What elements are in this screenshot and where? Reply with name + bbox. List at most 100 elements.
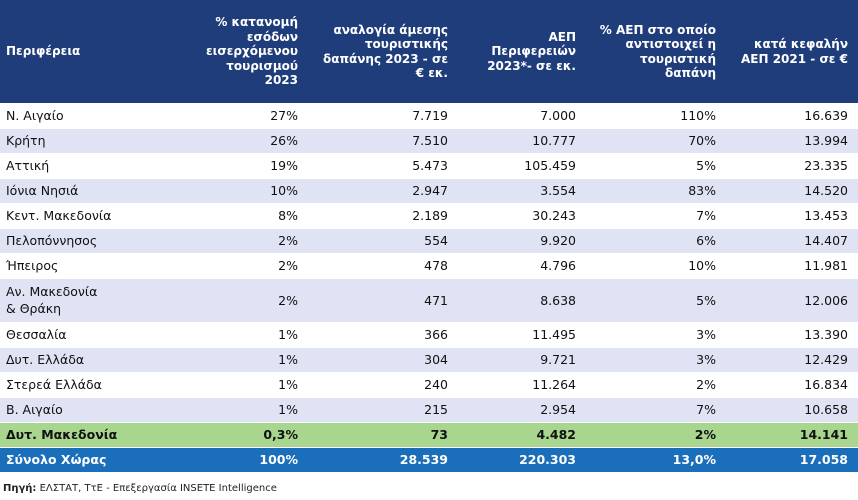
source-text: ΕΛΣΤΑΤ, ΤτΕ - Επεξεργασία INSETE Intelli… (36, 483, 277, 494)
cell-tourism-spend: 2.947 (308, 178, 458, 204)
cell-tourism-spend: 240 (308, 372, 458, 398)
cell-revenue-share: 2% (185, 253, 308, 279)
cell-tourism-spend: 28.539 (308, 447, 458, 473)
cell-gdp-per-capita: 14.407 (726, 228, 858, 254)
cell-gdp-percent: 2% (586, 372, 726, 398)
cell-regional-gdp: 7.000 (458, 103, 586, 129)
table-row: Ήπειρος 2% 478 4.796 10% 11.981 (0, 253, 858, 279)
header-tourism-spend: αναλογία άμεσης τουριστικής δαπάνης 2023… (308, 0, 458, 103)
cell-gdp-percent: 83% (586, 178, 726, 204)
region-name-line: Θεσσαλία (6, 327, 67, 342)
cell-region: Κρήτη (0, 128, 185, 154)
cell-gdp-per-capita: 12.429 (726, 347, 858, 373)
cell-gdp-per-capita: 12.006 (726, 278, 858, 323)
cell-gdp-percent: 7% (586, 203, 726, 229)
cell-revenue-share: 27% (185, 103, 308, 129)
region-name-line: Αττική (6, 158, 50, 173)
cell-revenue-share: 2% (185, 228, 308, 254)
table-row: Αν. Μακεδονία & Θράκη 2% 471 8.638 5% 12.006 (0, 278, 858, 323)
cell-tourism-spend: 7.510 (308, 128, 458, 154)
cell-tourism-spend: 554 (308, 228, 458, 254)
table-row: Αττική 19% 5.473 105.459 5% 23.335 (0, 153, 858, 179)
cell-regional-gdp: 2.954 (458, 397, 586, 423)
cell-gdp-per-capita: 11.981 (726, 253, 858, 279)
cell-regional-gdp: 10.777 (458, 128, 586, 154)
table-body: Ν. Αιγαίο 27% 7.719 7.000 110% 16.639 Κρήτη 26%… (0, 103, 858, 473)
cell-revenue-share: 0,3% (185, 422, 308, 448)
region-name-line: Σύνολο Χώρας (6, 452, 107, 467)
region-name-line: Στερεά Ελλάδα (6, 377, 102, 392)
region-name-line: Δυτ. Ελλάδα (6, 352, 85, 367)
cell-region: Δυτ. Ελλάδα (0, 347, 185, 373)
region-name-line: Β. Αιγαίο (6, 402, 63, 417)
cell-gdp-per-capita: 16.639 (726, 103, 858, 129)
cell-revenue-share: 100% (185, 447, 308, 473)
cell-tourism-spend: 5.473 (308, 153, 458, 179)
cell-revenue-share: 1% (185, 347, 308, 373)
cell-gdp-percent: 13,0% (586, 447, 726, 473)
table-row: Κρήτη 26% 7.510 10.777 70% 13.994 (0, 128, 858, 154)
cell-region: Δυτ. Μακεδονία (0, 422, 185, 448)
cell-region: Ιόνια Νησιά (0, 178, 185, 204)
cell-regional-gdp: 220.303 (458, 447, 586, 473)
cell-region: Στερεά Ελλάδα (0, 372, 185, 398)
header-gdp-per-capita: κατά κεφαλήν ΑΕΠ 2021 - σε € (726, 0, 858, 103)
cell-gdp-percent: 110% (586, 103, 726, 129)
cell-gdp-per-capita: 14.520 (726, 178, 858, 204)
cell-regional-gdp: 105.459 (458, 153, 586, 179)
cell-gdp-per-capita: 13.994 (726, 128, 858, 154)
region-name-line: Κρήτη (6, 133, 46, 148)
cell-tourism-spend: 73 (308, 422, 458, 448)
cell-region: Θεσσαλία (0, 322, 185, 348)
cell-revenue-share: 1% (185, 397, 308, 423)
cell-regional-gdp: 4.796 (458, 253, 586, 279)
cell-tourism-spend: 215 (308, 397, 458, 423)
header-region: Περιφέρεια (0, 0, 185, 103)
source-note: Πηγή: ΕΛΣΤΑΤ, ΤτΕ - Επεξεργασία INSETE I… (3, 483, 277, 494)
cell-gdp-per-capita: 14.141 (726, 422, 858, 448)
region-name-line: Ν. Αιγαίο (6, 107, 64, 123)
cell-gdp-per-capita: 16.834 (726, 372, 858, 398)
cell-region: Β. Αιγαίο (0, 397, 185, 423)
cell-region: Κεντ. Μακεδονία (0, 203, 185, 229)
cell-regional-gdp: 4.482 (458, 422, 586, 448)
source-label: Πηγή: (3, 483, 37, 494)
cell-tourism-spend: 7.719 (308, 103, 458, 129)
cell-gdp-per-capita: 10.658 (726, 397, 858, 423)
tourism-gdp-table: Περιφέρεια % κατανομή εσόδων εισερχόμενο… (0, 0, 858, 473)
cell-regional-gdp: 11.264 (458, 372, 586, 398)
cell-tourism-spend: 304 (308, 347, 458, 373)
table-row: Ιόνια Νησιά 10% 2.947 3.554 83% 14.520 (0, 178, 858, 204)
table-row: Θεσσαλία 1% 366 11.495 3% 13.390 (0, 322, 858, 348)
cell-gdp-per-capita: 17.058 (726, 447, 858, 473)
table-row: Πελοπόννησος 2% 554 9.920 6% 14.407 (0, 228, 858, 254)
cell-regional-gdp: 30.243 (458, 203, 586, 229)
cell-region: Ν. Αιγαίο (0, 103, 185, 129)
header-gdp-percent: % ΑΕΠ στο οποίο αντιστοιχεί η τουριστική… (586, 0, 726, 103)
cell-regional-gdp: 3.554 (458, 178, 586, 204)
cell-gdp-percent: 10% (586, 253, 726, 279)
total-row: Σύνολο Χώρας 100% 28.539 220.303 13,0% 17.058 (0, 447, 858, 473)
cell-revenue-share: 8% (185, 203, 308, 229)
cell-gdp-per-capita: 13.390 (726, 322, 858, 348)
cell-revenue-share: 2% (185, 278, 308, 323)
region-name-line: & Θράκη (6, 301, 62, 316)
cell-regional-gdp: 9.920 (458, 228, 586, 254)
cell-region: Ήπειρος (0, 253, 185, 279)
region-name-line: Ήπειρος (6, 258, 59, 273)
cell-gdp-per-capita: 13.453 (726, 203, 858, 229)
header-regional-gdp: ΑΕΠ Περιφερειών 2023*- σε εκ. (458, 0, 586, 103)
cell-tourism-spend: 471 (308, 278, 458, 323)
header-revenue-share: % κατανομή εσόδων εισερχόμενου τουρισμού… (185, 0, 308, 103)
cell-region: Σύνολο Χώρας (0, 447, 185, 473)
highlighted-row: Δυτ. Μακεδονία 0,3% 73 4.482 2% 14.141 (0, 422, 858, 448)
cell-region: Αν. Μακεδονία & Θράκη (0, 278, 185, 323)
cell-regional-gdp: 9.721 (458, 347, 586, 373)
cell-gdp-percent: 6% (586, 228, 726, 254)
cell-gdp-percent: 5% (586, 153, 726, 179)
table-row: Κεντ. Μακεδονία 8% 2.189 30.243 7% 13.453 (0, 203, 858, 229)
cell-revenue-share: 26% (185, 128, 308, 154)
region-name-line: Πελοπόννησος (6, 233, 98, 248)
cell-gdp-percent: 2% (586, 422, 726, 448)
table-row: Στερεά Ελλάδα 1% 240 11.264 2% 16.834 (0, 372, 858, 398)
